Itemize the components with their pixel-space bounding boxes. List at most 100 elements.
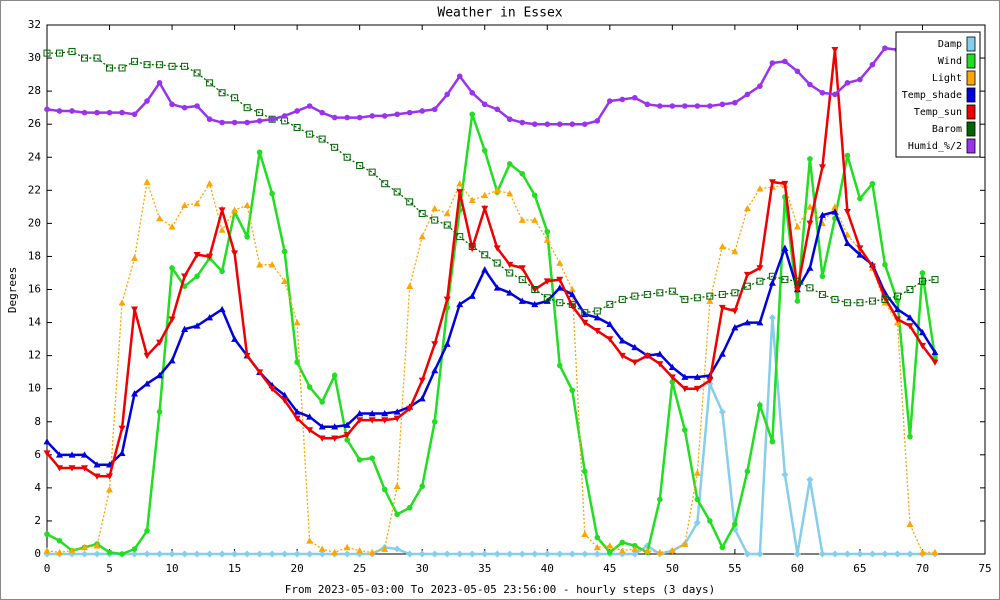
marker: [732, 521, 738, 528]
y-tick-label: 22: [28, 183, 41, 196]
y-tick-label: 8: [34, 415, 41, 428]
marker: [856, 299, 864, 307]
marker: [481, 251, 489, 259]
marker: [531, 300, 539, 308]
y-tick-label: 28: [28, 84, 41, 97]
marker: [443, 209, 451, 217]
legend-swatch: [966, 53, 976, 69]
marker: [581, 550, 589, 558]
y-tick-label: 32: [28, 18, 41, 31]
marker: [581, 309, 589, 317]
marker: [418, 209, 426, 217]
marker: [731, 289, 739, 297]
marker: [156, 550, 164, 558]
marker: [681, 295, 689, 303]
marker: [206, 79, 214, 87]
marker: [818, 550, 826, 558]
marker: [581, 468, 588, 475]
marker: [318, 435, 326, 442]
marker: [206, 116, 213, 123]
marker: [731, 308, 739, 315]
marker: [168, 62, 176, 70]
marker: [181, 62, 189, 70]
marker: [456, 180, 464, 187]
marker: [693, 373, 701, 380]
marker: [394, 511, 400, 518]
marker: [431, 341, 439, 348]
marker: [56, 537, 63, 544]
marker: [568, 550, 576, 558]
marker: [306, 130, 314, 138]
marker: [931, 359, 939, 366]
marker: [369, 455, 375, 461]
marker: [393, 482, 401, 490]
marker: [894, 298, 901, 304]
marker: [43, 547, 51, 554]
series-line: [46, 49, 936, 478]
marker: [443, 340, 451, 347]
marker: [231, 550, 239, 558]
marker: [419, 108, 426, 114]
marker: [281, 248, 288, 255]
marker: [456, 550, 464, 558]
y-tick-label: 14: [28, 316, 42, 329]
marker: [268, 385, 276, 393]
marker: [706, 297, 714, 304]
legend-label: Damp: [938, 39, 962, 50]
marker: [768, 179, 776, 186]
marker: [756, 277, 764, 285]
marker: [206, 253, 214, 260]
marker: [156, 339, 164, 346]
marker: [56, 465, 64, 472]
marker: [243, 201, 251, 208]
marker: [544, 228, 551, 235]
marker: [606, 542, 614, 549]
marker: [693, 469, 701, 476]
marker: [281, 397, 289, 404]
marker: [518, 297, 526, 304]
marker: [743, 271, 751, 279]
marker: [118, 299, 126, 306]
marker: [757, 402, 763, 409]
marker: [43, 450, 51, 457]
marker: [319, 399, 325, 405]
marker: [581, 121, 588, 127]
marker: [118, 425, 126, 432]
marker: [143, 380, 151, 387]
marker: [343, 421, 351, 428]
marker: [843, 209, 851, 216]
marker: [181, 325, 189, 332]
marker: [581, 319, 589, 327]
marker: [793, 277, 801, 285]
marker: [807, 156, 813, 162]
marker: [381, 180, 389, 188]
marker: [356, 547, 364, 554]
marker: [794, 68, 801, 75]
marker: [119, 109, 125, 116]
marker: [656, 548, 664, 556]
marker: [156, 214, 164, 222]
marker: [718, 304, 726, 312]
marker: [806, 220, 814, 227]
marker: [694, 103, 701, 109]
marker: [93, 542, 101, 549]
marker: [344, 437, 350, 443]
marker: [531, 121, 538, 127]
marker: [481, 205, 489, 212]
marker: [593, 314, 601, 321]
marker: [431, 106, 438, 113]
marker: [331, 143, 339, 151]
marker: [682, 103, 688, 109]
marker: [493, 550, 501, 558]
x-tick-label: 25: [353, 562, 366, 575]
marker: [506, 269, 514, 277]
marker: [856, 550, 864, 558]
marker: [169, 265, 175, 271]
marker: [681, 385, 689, 393]
marker: [293, 319, 301, 326]
marker: [757, 83, 763, 89]
marker: [556, 276, 564, 284]
marker: [781, 276, 789, 284]
marker: [831, 550, 839, 558]
marker: [719, 544, 726, 551]
